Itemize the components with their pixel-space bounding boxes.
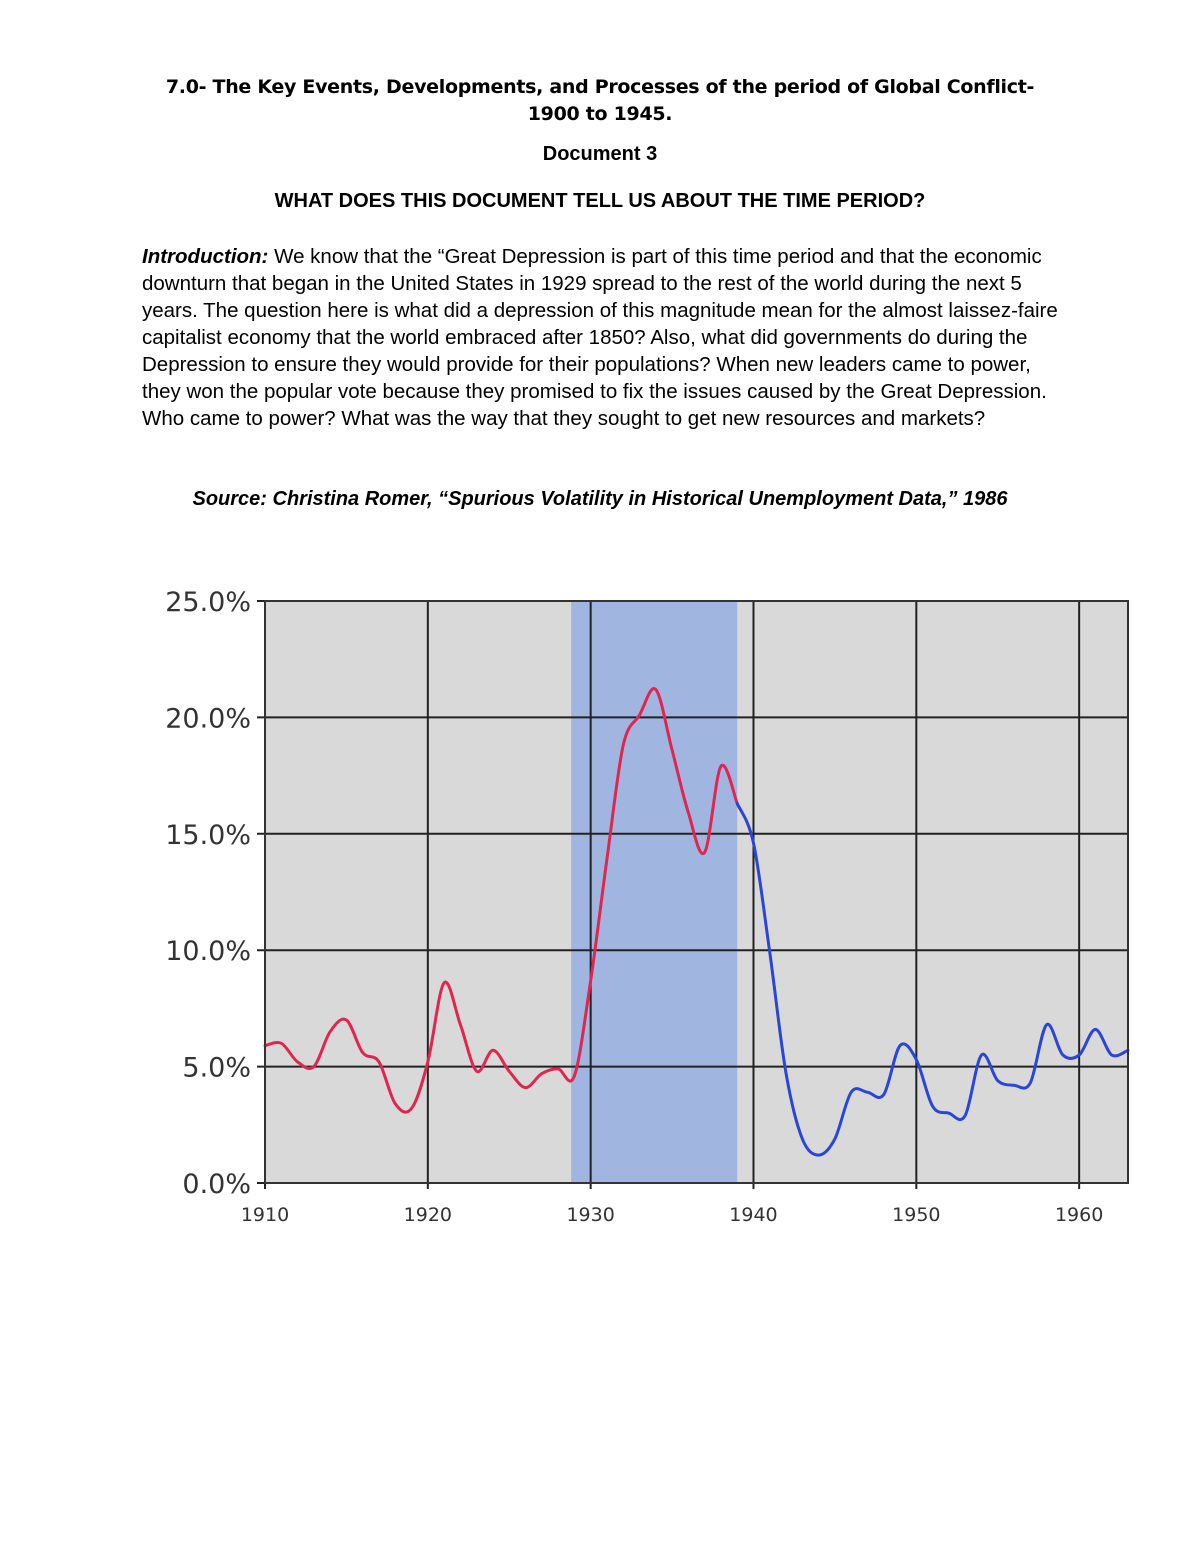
x-tick-label: 1930 [566,1204,614,1226]
y-tick-label: 5.0% [182,1053,251,1084]
unemployment-line-chart: 0.0% 5.0% 10.0% 15.0% 20.0% 25.0% 1910 1920 193… [165,587,1130,1226]
introduction-paragraph: Introduction: We know that the “Great De… [142,243,1072,432]
x-tick-label: 1940 [729,1204,777,1226]
title-line-1: 7.0- The Key Events, Developments, and P… [165,76,1035,98]
x-tick-label: 1960 [1055,1204,1103,1226]
guiding-question: WHAT DOES THIS DOCUMENT TELL US ABOUT TH… [274,190,926,212]
document-title: 7.0- The Key Events, Developments, and P… [100,74,1100,128]
x-tick-label: 1910 [241,1204,289,1226]
y-axis-ticks: 0.0% 5.0% 10.0% 15.0% 20.0% 25.0% [165,587,251,1200]
introduction-text: We know that the “Great Depression is pa… [142,245,1058,430]
introduction-label: Introduction: [142,245,269,268]
y-tick-label: 15.0% [165,820,251,851]
y-tick-label: 0.0% [182,1169,251,1200]
x-axis-ticks: 1910 1920 1930 1940 1950 1960 [241,1204,1104,1226]
series-lines [263,687,1130,1157]
series-line-1939-1963 [735,802,1130,1157]
plot-frame [264,600,1129,1184]
y-tick-label: 25.0% [165,587,251,618]
x-tick-label: 1920 [404,1204,452,1226]
x-tick-label: 1950 [892,1204,940,1226]
title-line-2: 1900 to 1945. [527,103,673,125]
y-tick-label: 20.0% [165,703,251,734]
series-line-1910-1939 [263,687,739,1114]
great-depression-shading [571,601,738,1183]
document-number: Document 3 [542,143,658,165]
y-tick-label: 10.0% [165,936,251,967]
source-citation: Source: Christina Romer, “Spurious Volat… [192,488,1008,510]
